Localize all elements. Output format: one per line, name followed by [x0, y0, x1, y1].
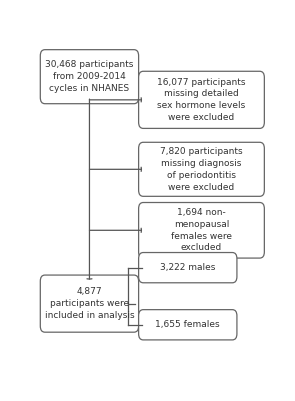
FancyBboxPatch shape	[40, 275, 139, 332]
Text: 3,222 males: 3,222 males	[160, 263, 215, 272]
FancyBboxPatch shape	[40, 50, 139, 104]
Text: 16,077 participants
missing detailed
sex hormone levels
were excluded: 16,077 participants missing detailed sex…	[157, 78, 246, 122]
FancyBboxPatch shape	[139, 310, 237, 340]
FancyBboxPatch shape	[139, 253, 237, 283]
Text: 7,820 participants
missing diagnosis
of periodontitis
were excluded: 7,820 participants missing diagnosis of …	[160, 147, 243, 192]
Text: 30,468 participants
from 2009-2014
cycles in NHANES: 30,468 participants from 2009-2014 cycle…	[45, 61, 134, 93]
Text: 1,694 non-
menopausal
females were
excluded: 1,694 non- menopausal females were exclu…	[171, 208, 232, 253]
Text: 1,655 females: 1,655 females	[155, 320, 220, 329]
FancyBboxPatch shape	[139, 71, 264, 128]
FancyBboxPatch shape	[139, 203, 264, 258]
Text: 4,877
participants were
included in analysis: 4,877 participants were included in anal…	[45, 288, 134, 320]
FancyBboxPatch shape	[139, 142, 264, 196]
